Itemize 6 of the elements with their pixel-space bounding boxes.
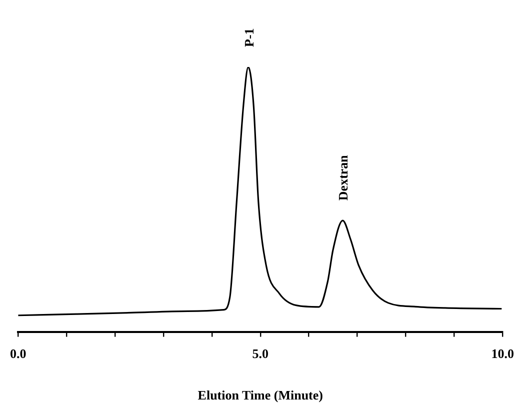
x-axis-title: Elution Time (Minute): [198, 388, 323, 403]
x-tick-label: 10.0: [491, 346, 514, 361]
annotation: P-1: [241, 28, 256, 47]
x-tick-label: 0.0: [10, 346, 26, 361]
x-tick-label: 5.0: [252, 346, 268, 361]
annotation: Dextran: [336, 154, 351, 201]
